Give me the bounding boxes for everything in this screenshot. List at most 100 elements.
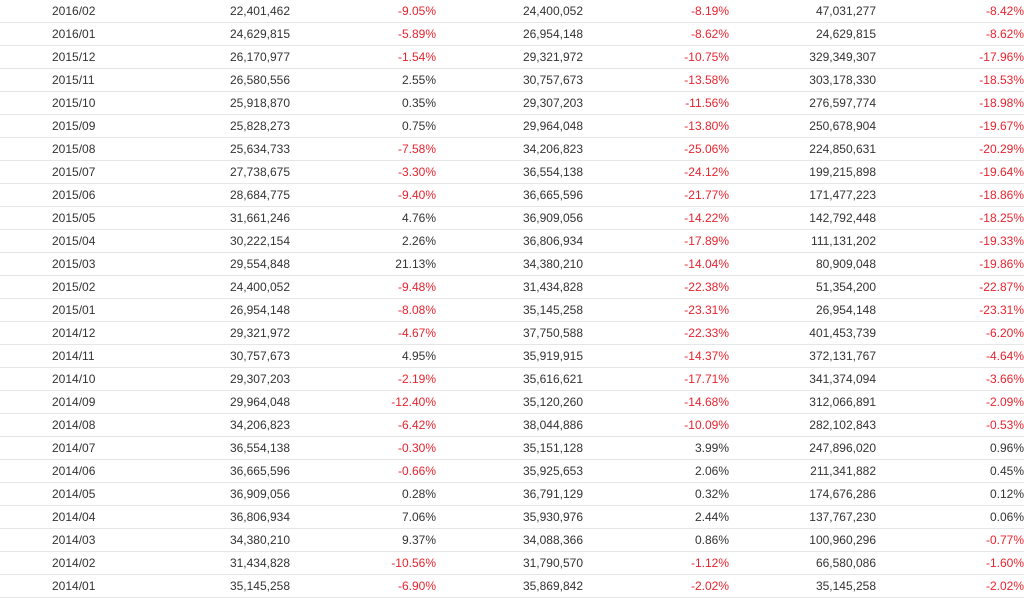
table-row: 2015/12 26,170,977 -1.54% 29,321,972 -10.75%… (0, 45, 1024, 69)
change-1-cell: -8.08% (290, 298, 436, 322)
change-3-cell: -22.87% (876, 275, 1024, 299)
value-1-cell: 30,222,154 (140, 229, 290, 253)
value-1-cell: 26,170,977 (140, 45, 290, 69)
change-1-cell: -0.30% (290, 436, 436, 460)
value-2-cell: 37,750,588 (436, 321, 583, 345)
value-2-cell: 36,665,596 (436, 183, 583, 207)
change-2-cell: -14.37% (583, 344, 729, 368)
month-cell: 2015/11 (0, 68, 140, 92)
change-2-cell: -10.09% (583, 413, 729, 437)
change-3-cell: -2.09% (876, 390, 1024, 414)
value-3-cell: 100,960,296 (729, 528, 876, 552)
value-1-cell: 24,629,815 (140, 22, 290, 46)
change-3-cell: -18.98% (876, 91, 1024, 115)
value-3-cell: 282,102,843 (729, 413, 876, 437)
change-1-cell: 0.28% (290, 482, 436, 506)
value-3-cell: 341,374,094 (729, 367, 876, 391)
month-cell: 2015/06 (0, 183, 140, 207)
value-3-cell: 247,896,020 (729, 436, 876, 460)
value-3-cell: 250,678,904 (729, 114, 876, 138)
change-1-cell: -7.58% (290, 137, 436, 161)
change-1-cell: -3.30% (290, 160, 436, 184)
table-row: 2014/06 36,665,596 -0.66% 35,925,653 2.06% 21… (0, 459, 1024, 483)
table-row: 2015/01 26,954,148 -8.08% 35,145,258 -23.31%… (0, 298, 1024, 322)
change-3-cell: -19.67% (876, 114, 1024, 138)
value-2-cell: 36,554,138 (436, 160, 583, 184)
change-3-cell: 0.45% (876, 459, 1024, 483)
month-cell: 2016/02 (0, 0, 140, 23)
month-cell: 2014/02 (0, 551, 140, 575)
month-cell: 2014/06 (0, 459, 140, 483)
value-1-cell: 31,434,828 (140, 551, 290, 575)
month-cell: 2015/05 (0, 206, 140, 230)
change-1-cell: -5.89% (290, 22, 436, 46)
value-2-cell: 35,120,260 (436, 390, 583, 414)
value-1-cell: 35,145,258 (140, 574, 290, 598)
value-2-cell: 34,206,823 (436, 137, 583, 161)
month-cell: 2015/09 (0, 114, 140, 138)
change-3-cell: -6.20% (876, 321, 1024, 345)
month-cell: 2014/10 (0, 367, 140, 391)
month-cell: 2014/04 (0, 505, 140, 529)
month-cell: 2015/04 (0, 229, 140, 253)
change-3-cell: -1.60% (876, 551, 1024, 575)
value-2-cell: 36,791,129 (436, 482, 583, 506)
month-cell: 2014/12 (0, 321, 140, 345)
change-1-cell: -12.40% (290, 390, 436, 414)
value-1-cell: 36,665,596 (140, 459, 290, 483)
value-2-cell: 35,616,621 (436, 367, 583, 391)
change-2-cell: -1.12% (583, 551, 729, 575)
value-2-cell: 35,145,258 (436, 298, 583, 322)
change-1-cell: 9.37% (290, 528, 436, 552)
table-row: 2014/07 36,554,138 -0.30% 35,151,128 3.99% 24… (0, 436, 1024, 460)
change-2-cell: -22.38% (583, 275, 729, 299)
value-3-cell: 199,215,898 (729, 160, 876, 184)
value-2-cell: 35,869,842 (436, 574, 583, 598)
table-row: 2014/05 36,909,056 0.28% 36,791,129 0.32% 174… (0, 482, 1024, 506)
change-1-cell: -1.54% (290, 45, 436, 69)
change-1-cell: -10.56% (290, 551, 436, 575)
change-1-cell: -9.40% (290, 183, 436, 207)
change-2-cell: -13.58% (583, 68, 729, 92)
value-2-cell: 34,380,210 (436, 252, 583, 276)
month-cell: 2015/07 (0, 160, 140, 184)
change-2-cell: -11.56% (583, 91, 729, 115)
month-cell: 2014/11 (0, 344, 140, 368)
change-3-cell: -8.42% (876, 0, 1024, 23)
change-1-cell: 2.55% (290, 68, 436, 92)
month-cell: 2015/02 (0, 275, 140, 299)
table-row: 2014/02 31,434,828 -10.56% 31,790,570 -1.12%… (0, 551, 1024, 575)
change-3-cell: -19.33% (876, 229, 1024, 253)
change-2-cell: -8.62% (583, 22, 729, 46)
change-1-cell: -9.05% (290, 0, 436, 23)
change-2-cell: -17.89% (583, 229, 729, 253)
value-2-cell: 36,909,056 (436, 206, 583, 230)
table-row: 2014/08 34,206,823 -6.42% 38,044,886 -10.09%… (0, 413, 1024, 437)
change-1-cell: 4.76% (290, 206, 436, 230)
change-1-cell: 0.35% (290, 91, 436, 115)
value-2-cell: 29,321,972 (436, 45, 583, 69)
value-3-cell: 26,954,148 (729, 298, 876, 322)
month-cell: 2015/08 (0, 137, 140, 161)
value-3-cell: 372,131,767 (729, 344, 876, 368)
table-row: 2014/12 29,321,972 -4.67% 37,750,588 -22.33%… (0, 321, 1024, 345)
value-3-cell: 51,354,200 (729, 275, 876, 299)
value-1-cell: 36,806,934 (140, 505, 290, 529)
value-1-cell: 24,400,052 (140, 275, 290, 299)
month-cell: 2015/01 (0, 298, 140, 322)
change-3-cell: -17.96% (876, 45, 1024, 69)
value-3-cell: 303,178,330 (729, 68, 876, 92)
value-1-cell: 29,964,048 (140, 390, 290, 414)
value-1-cell: 25,918,870 (140, 91, 290, 115)
month-cell: 2014/09 (0, 390, 140, 414)
value-3-cell: 174,676,286 (729, 482, 876, 506)
change-3-cell: -4.64% (876, 344, 1024, 368)
value-1-cell: 30,757,673 (140, 344, 290, 368)
change-2-cell: 0.86% (583, 528, 729, 552)
change-2-cell: -25.06% (583, 137, 729, 161)
value-2-cell: 30,757,673 (436, 68, 583, 92)
change-3-cell: -0.77% (876, 528, 1024, 552)
value-3-cell: 276,597,774 (729, 91, 876, 115)
change-3-cell: -2.02% (876, 574, 1024, 598)
value-2-cell: 29,964,048 (436, 114, 583, 138)
